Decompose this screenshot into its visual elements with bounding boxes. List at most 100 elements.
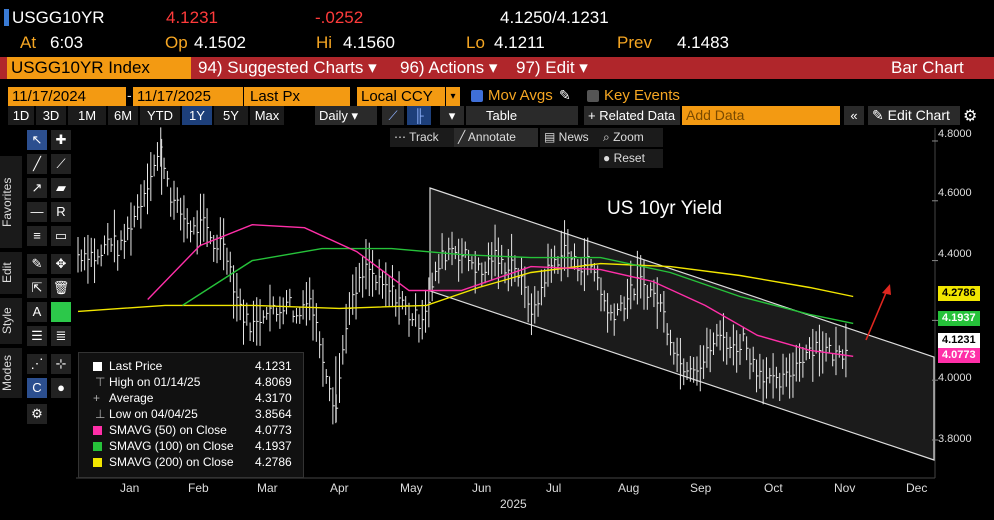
table-button[interactable]: Table xyxy=(466,106,578,125)
legend-swatch xyxy=(93,442,102,451)
frequency-select[interactable]: Daily ▾ xyxy=(315,106,377,125)
legend-swatch xyxy=(93,458,102,467)
period-3d[interactable]: 3D xyxy=(36,106,66,125)
prev-label: Prev xyxy=(617,33,652,52)
horizontal-line-icon[interactable]: — xyxy=(27,202,47,222)
settings-gear-icon[interactable]: ⚙ xyxy=(27,404,47,424)
add-data-input[interactable]: Add Data xyxy=(682,106,840,125)
currency-select[interactable]: Local CCY xyxy=(357,87,445,106)
x-tick-label: Aug xyxy=(618,481,640,495)
suggested-charts-menu[interactable]: 94) Suggested Charts ▾ xyxy=(198,58,377,77)
reset-button[interactable]: ● Reset xyxy=(599,149,663,168)
font-icon[interactable]: A xyxy=(27,302,47,322)
track-button[interactable]: ⋯ Track xyxy=(390,128,456,147)
legend-label: SMAVG (100) on Close xyxy=(109,439,234,453)
x-tick-label: Sep xyxy=(690,481,712,495)
pen-icon[interactable]: ✎ xyxy=(27,254,47,274)
legend-value: 4.1231 xyxy=(255,359,292,373)
line-weight-icon[interactable]: ≣ xyxy=(51,326,71,346)
date-separator: - xyxy=(127,87,132,103)
line-chart-icon[interactable]: ⟋ xyxy=(382,106,404,125)
period-6m[interactable]: 6M xyxy=(108,106,138,125)
news-icon: ▤ xyxy=(544,130,559,144)
text-icon[interactable]: R xyxy=(51,202,71,222)
x-tick-label: Jan xyxy=(120,481,140,495)
chart-legend: Last Price 4.1231 ⊤ High on 01/14/25 4.8… xyxy=(78,352,304,478)
trend-line-icon[interactable]: ╱ xyxy=(27,154,47,174)
ray-line-icon[interactable]: ⟋ xyxy=(51,154,71,174)
high-label: Hi xyxy=(316,33,333,52)
field-select[interactable]: Last Px xyxy=(246,87,350,106)
x-tick-label: Feb xyxy=(188,481,209,495)
period-1m[interactable]: 1M xyxy=(68,106,106,125)
color-swatch-icon[interactable] xyxy=(51,302,71,322)
open-label: Op xyxy=(165,33,188,52)
y-tick-label: 4.0000 xyxy=(938,372,972,384)
period-ytd[interactable]: YTD xyxy=(140,106,180,125)
related-data-button[interactable]: + Related Data xyxy=(584,106,680,125)
zoom-label: Zoom xyxy=(613,130,644,144)
select-icon[interactable]: ⇱ xyxy=(27,278,47,298)
sma100-price-tag: 4.1937 xyxy=(938,311,980,326)
pen-icon[interactable]: ✎ xyxy=(559,87,571,103)
low-label: Lo xyxy=(466,33,485,52)
low-value: 4.1211 xyxy=(494,33,545,52)
reset-icon: ● xyxy=(603,151,614,165)
annotate-icon: ╱ xyxy=(458,130,468,144)
channel-icon[interactable]: ▰ xyxy=(51,178,71,198)
fib-icon[interactable]: ≡ xyxy=(27,226,47,246)
year-label: 2025 xyxy=(500,497,527,511)
actions-menu[interactable]: 96) Actions ▾ xyxy=(400,58,498,77)
x-tick-label: Jul xyxy=(546,481,562,495)
up-arrow-head xyxy=(882,284,891,295)
zoom-button[interactable]: ⌕ Zoom xyxy=(599,128,663,147)
news-button[interactable]: ▤ News xyxy=(540,128,600,147)
crosshair-icon[interactable]: ✚ xyxy=(51,130,71,150)
edit-chart-button[interactable]: ✎ Edit Chart xyxy=(868,106,960,125)
magnet-icon[interactable]: C xyxy=(27,378,47,398)
gear-icon[interactable]: ⚙ xyxy=(963,108,978,125)
arrow-line-icon[interactable]: ↗ xyxy=(27,178,47,198)
chevron-down-icon[interactable]: ▾ xyxy=(446,87,460,106)
legend-label: Last Price xyxy=(109,359,163,373)
ticker: USGG10YR xyxy=(12,8,105,27)
legend-sma100: SMAVG (100) on Close 4.1937 xyxy=(79,439,303,455)
open-value: 4.1502 xyxy=(194,33,246,52)
trash-icon[interactable]: 🗑 xyxy=(51,278,71,298)
period-selector: 1D 3D 1M 6M YTD 1Y 5Y Max xyxy=(8,106,313,125)
legend-high: ⊤ High on 01/14/25 4.8069 xyxy=(79,375,303,391)
pencil-icon: ✎ xyxy=(872,107,888,123)
shape-mode-icon[interactable]: ⊹ xyxy=(51,354,71,374)
period-1y[interactable]: 1Y xyxy=(182,106,212,125)
annotate-label: Annotate xyxy=(467,130,516,144)
collapse-icon[interactable]: « xyxy=(844,106,864,125)
trend-channel xyxy=(429,187,935,461)
move-icon[interactable]: ✥ xyxy=(51,254,71,274)
cursor-icon[interactable]: ↖ xyxy=(27,130,47,150)
bar-chart-icon[interactable]: ╟ xyxy=(407,106,431,125)
palette-icon[interactable]: ● xyxy=(51,378,71,398)
legend-value: 4.1937 xyxy=(255,439,292,453)
chart-type-label[interactable]: Bar Chart xyxy=(891,58,964,77)
line-style-icon[interactable]: ☰ xyxy=(27,326,47,346)
legend-label: Low on 04/04/25 xyxy=(109,407,198,421)
y-tick-label: 4.8000 xyxy=(938,128,972,140)
period-max[interactable]: Max xyxy=(250,106,284,125)
security-field[interactable]: USGG10YR Index xyxy=(7,57,191,79)
start-date-input[interactable]: 11/17/2024 xyxy=(8,87,126,106)
legend-last-price: Last Price 4.1231 xyxy=(79,359,303,375)
x-tick-label: May xyxy=(400,481,423,495)
end-date-input[interactable]: 11/17/2025 xyxy=(133,87,243,106)
key-events-checkbox[interactable] xyxy=(587,90,599,102)
period-1d[interactable]: 1D xyxy=(8,106,34,125)
edit-menu[interactable]: 97) Edit ▾ xyxy=(516,58,588,77)
rectangle-icon[interactable]: ▭ xyxy=(51,226,71,246)
at-value: 6:03 xyxy=(50,33,84,52)
mov-avgs-checkbox[interactable] xyxy=(471,90,483,102)
draw-mode-icon[interactable]: ⋰ xyxy=(27,354,47,374)
chart-style-dropdown-icon[interactable]: ▾ xyxy=(440,106,464,125)
annotate-button[interactable]: ╱ Annotate xyxy=(454,128,538,147)
period-5y[interactable]: 5Y xyxy=(214,106,248,125)
high-marker-icon: ⊤ xyxy=(95,375,106,389)
